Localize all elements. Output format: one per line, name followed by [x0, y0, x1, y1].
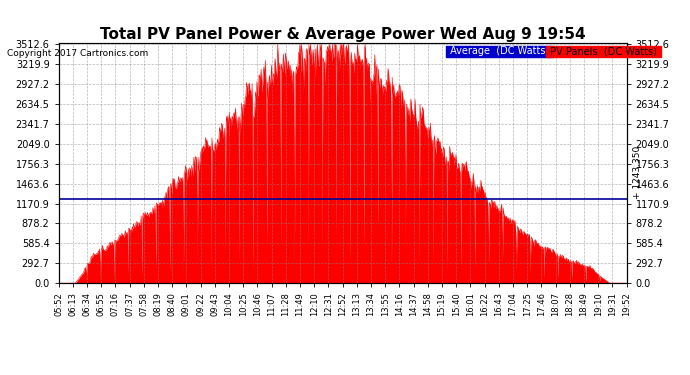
- Text: Average  (DC Watts): Average (DC Watts): [447, 46, 553, 57]
- Text: + 1243.350: + 1243.350: [633, 146, 642, 199]
- Text: Copyright 2017 Cartronics.com: Copyright 2017 Cartronics.com: [7, 49, 148, 58]
- Title: Total PV Panel Power & Average Power Wed Aug 9 19:54: Total PV Panel Power & Average Power Wed…: [100, 27, 585, 42]
- Text: PV Panels  (DC Watts): PV Panels (DC Watts): [547, 46, 660, 57]
